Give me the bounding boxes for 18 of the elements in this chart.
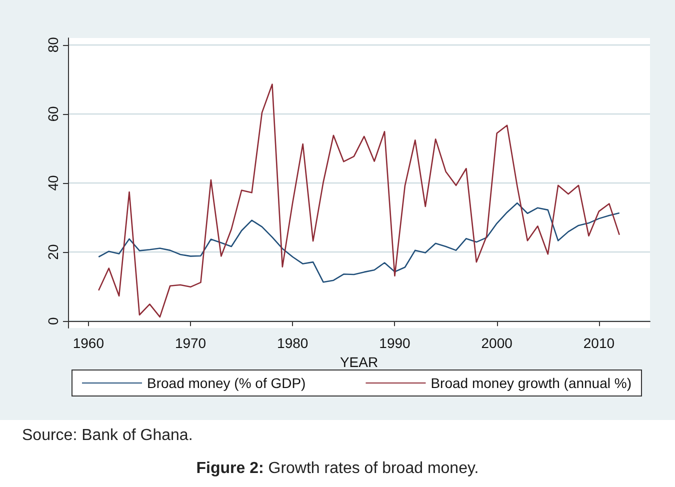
x-tick-label: 2000	[481, 335, 513, 351]
x-tick-label: 1970	[174, 335, 206, 351]
x-axis-title: YEAR	[340, 354, 378, 370]
x-tick-label: 1960	[72, 335, 104, 351]
x-tick-label: 1980	[277, 335, 308, 351]
x-tick-label: 2010	[583, 335, 615, 351]
y-tick-label: 40	[45, 175, 61, 191]
legend-label: Broad money (% of GDP)	[147, 375, 306, 391]
y-tick-label: 80	[45, 36, 61, 53]
legend-label: Broad money growth (annual %)	[430, 375, 632, 391]
source-note: Source: Bank of Ghana.	[22, 427, 193, 445]
line-series	[98, 202, 620, 283]
y-tick-label: 60	[45, 106, 61, 122]
y-tick-label: 20	[45, 244, 61, 260]
x-tick-label: 1990	[379, 335, 411, 351]
line-series	[98, 84, 620, 318]
y-tick-label: 0	[45, 316, 61, 325]
text: Figure 2: Growth rates of broad money.	[195, 460, 480, 478]
